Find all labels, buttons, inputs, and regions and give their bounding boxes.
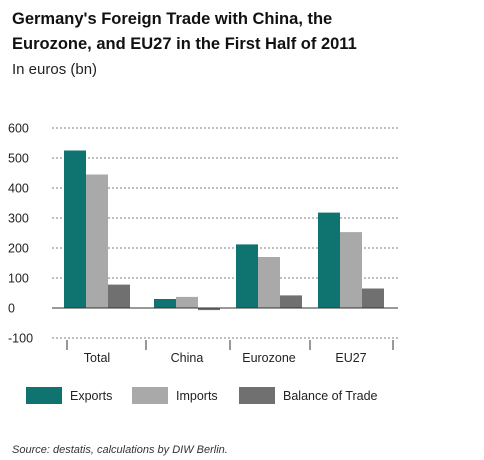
y-tick-label: 300 [8,212,29,226]
legend-label: Imports [176,389,218,403]
bar-chart: -100 0 100 200 300 400 500 600 Total China Eurozo… [8,122,398,404]
legend-swatch-imports [132,387,168,404]
x-category-label: Eurozone [242,351,296,365]
chart-title-line-1: Germany's Foreign Trade with China, the [12,10,333,28]
chart-title-line-2: Eurozone, and EU27 in the First Half of … [12,35,357,53]
y-axis-ticks: -100 0 100 200 300 400 500 600 [8,122,33,346]
chart-subtitle: In euros (bn) [12,61,98,78]
bar-imports-china [176,296,198,308]
y-tick-label: 0 [8,302,15,316]
y-tick-label: 100 [8,272,29,286]
y-tick-label: 500 [8,152,29,166]
x-category-label: EU27 [335,351,366,365]
bar-imports-total [86,174,108,308]
chart-title: Germany's Foreign Trade with China, the … [12,7,472,57]
legend-label: Balance of Trade [283,389,378,403]
y-tick-label: 200 [8,242,29,256]
bar-imports-eurozone [258,257,280,308]
bar-balance-of-trade-china [198,308,220,311]
x-category-label: China [171,351,204,365]
bar-balance-of-trade-eurozone [280,295,302,308]
x-category-label: Total [84,351,110,365]
legend: Exports Imports Balance of Trade [26,387,378,404]
bar-exports-china [154,299,176,308]
y-tick-label: 400 [8,182,29,196]
bar-exports-eu27 [318,212,340,308]
bar-imports-eu27 [340,232,362,308]
legend-label: Exports [70,389,112,403]
bar-balance-of-trade-total [108,284,130,308]
x-axis: Total China Eurozone EU27 [52,307,398,365]
bars [64,150,384,311]
source-note: Source: destatis, calculations by DIW Be… [12,444,228,456]
gridlines [52,127,398,339]
legend-swatch-exports [26,387,62,404]
legend-swatch-balance-of-trade [239,387,275,404]
bar-balance-of-trade-eu27 [362,288,384,308]
bar-exports-total [64,150,86,308]
y-tick-label: -100 [8,332,33,346]
y-tick-label: 600 [8,122,29,136]
bar-exports-eurozone [236,244,258,308]
